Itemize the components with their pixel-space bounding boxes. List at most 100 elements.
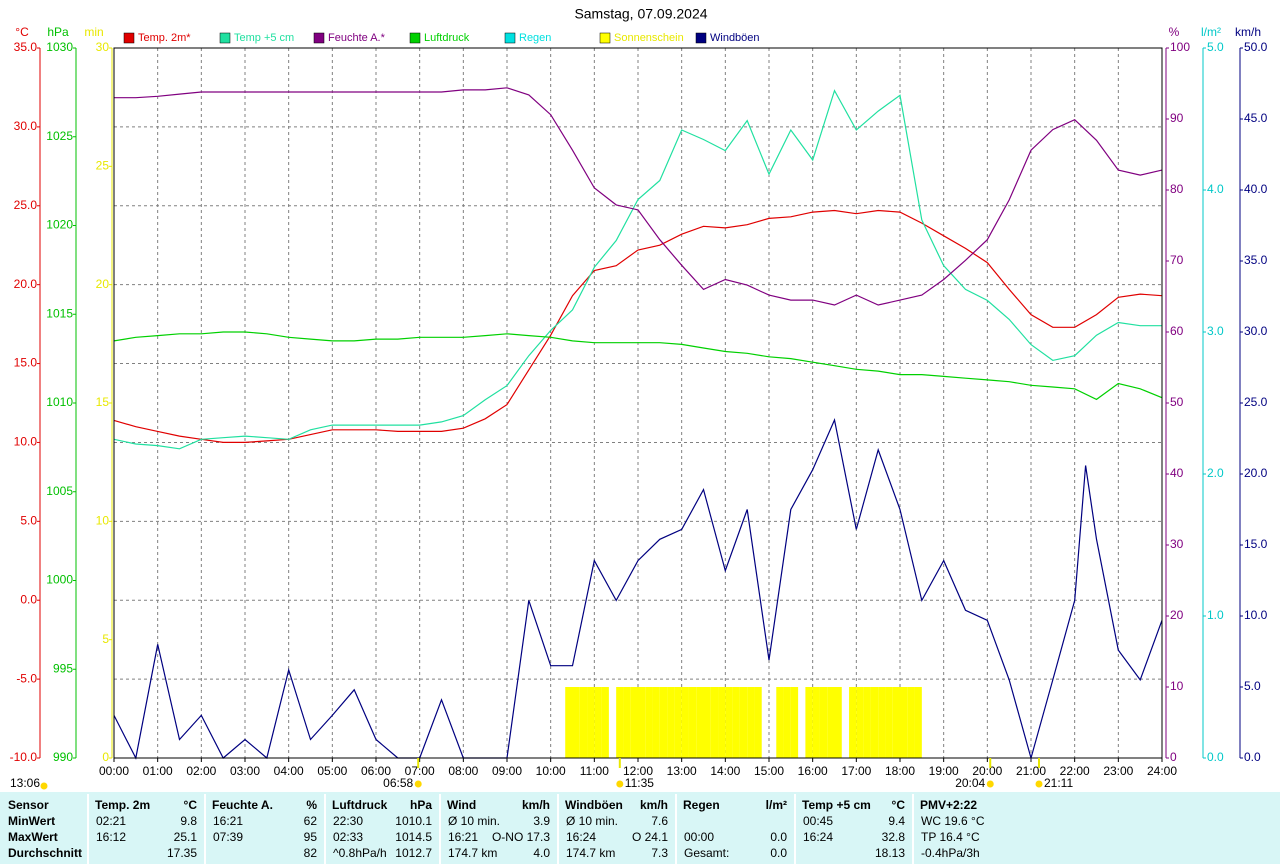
cell-value: 9.4 <box>888 814 905 828</box>
series-line <box>113 331 1163 401</box>
cell-value: 18.13 <box>875 846 905 860</box>
sunshine-bar <box>703 687 711 758</box>
y-tick-label: 20 <box>96 277 110 291</box>
y-tick-label: 25 <box>96 159 110 173</box>
column-unit: °C <box>892 798 906 812</box>
sunshine-bar <box>849 687 857 758</box>
y-tick-label: 20.0 <box>14 277 38 291</box>
marker-label: 11:35 <box>625 776 654 790</box>
y-tick-label: 0.0 <box>20 592 37 606</box>
cell-value: 3.9 <box>533 814 550 828</box>
y-tick-label: 5.0 <box>1207 40 1224 54</box>
column-title: Windböen <box>565 798 623 812</box>
y-tick-label: 1020 <box>46 218 73 232</box>
sunshine-bar <box>754 687 762 758</box>
x-tick-label: 04:00 <box>274 764 304 778</box>
legend-swatch <box>695 32 707 44</box>
y-tick-label: 40 <box>1170 466 1184 480</box>
cell-value: 95 <box>304 830 318 844</box>
column-title: Luftdruck <box>332 798 388 812</box>
marker-label: 21:11 <box>1044 776 1073 790</box>
cell-label: 16:21 <box>448 830 478 844</box>
sunshine-bar <box>790 687 799 758</box>
y-tick-label: 990 <box>53 750 73 764</box>
cell-label: 16:21 <box>213 814 243 828</box>
x-tick-label: 20:00 <box>972 764 1002 778</box>
y-tick-label: 1030 <box>46 40 73 54</box>
cell-label: 16:24 <box>566 830 596 844</box>
sunshine-bar <box>681 687 689 758</box>
x-tick-label: 18:00 <box>885 764 915 778</box>
marker-label: 20:04 <box>955 776 985 790</box>
y-tick-label: 10.0 <box>14 435 38 449</box>
row-label: MaxWert <box>8 830 58 844</box>
y-tick-label: 10 <box>1170 679 1184 693</box>
x-tick-label: 09:00 <box>492 764 522 778</box>
x-tick-label: 07:00 <box>405 764 435 778</box>
sunshine-bar <box>834 687 842 758</box>
cell-value: 7.6 <box>651 814 668 828</box>
cell-value: 7.3 <box>651 846 668 860</box>
marker-label: 06:58 <box>383 776 413 790</box>
y-tick-label: 70 <box>1170 253 1184 267</box>
marker-icon <box>986 780 994 788</box>
axis-unit: °C <box>15 25 29 39</box>
cell-label: WC 19.6 °C <box>921 814 985 828</box>
sunshine-bar <box>616 687 624 758</box>
series-line <box>113 418 1163 761</box>
sunshine-bar <box>667 687 675 758</box>
sunshine-bar <box>594 687 602 758</box>
y-tick-label: 1000 <box>46 573 73 587</box>
cell-value: 1012.7 <box>395 846 432 860</box>
cell-label: Ø 10 min. <box>448 814 500 828</box>
legend-label: Windböen <box>710 32 760 44</box>
y-tick-label: 0.0 <box>1244 750 1261 764</box>
row-label: MinWert <box>8 814 55 828</box>
y-tick-label: 25.0 <box>14 198 38 212</box>
cell-label: ^0.8hPa/h <box>333 846 387 860</box>
sunshine-bar <box>601 687 609 758</box>
cell-label: TP 16.4 °C <box>921 830 980 844</box>
sunshine-bar <box>579 687 588 758</box>
cell-value: O 24.1 <box>632 830 668 844</box>
sunshine-bar <box>652 687 660 758</box>
x-tick-label: 05:00 <box>317 764 347 778</box>
column-title: Temp +5 cm <box>802 798 871 812</box>
y-tick-label: 30.0 <box>14 119 38 133</box>
cell-value: 17.35 <box>167 846 197 860</box>
axis-unit: min <box>84 25 103 39</box>
sunshine-bar <box>776 687 784 758</box>
sunshine-bar <box>696 687 704 758</box>
sunshine-bar <box>885 687 893 758</box>
moon-icon <box>40 782 48 790</box>
x-tick-label: 21:00 <box>1016 764 1046 778</box>
y-tick-label: -5.0 <box>16 671 37 685</box>
y-tick-label: 15 <box>96 395 110 409</box>
y-tick-label: 1025 <box>46 129 73 143</box>
cell-value: 25.1 <box>174 830 198 844</box>
y-tick-label: 50.0 <box>1244 40 1268 54</box>
sunshine-bar <box>565 687 573 758</box>
cell-label: 174.7 km <box>566 846 615 860</box>
sunshine-bar <box>688 687 697 758</box>
stats-table: Sensor Temp. 2m °C Feuchte A.% Luftdruck hPa W… <box>8 794 985 864</box>
legend-swatch <box>504 32 516 44</box>
row-label: Durchschnitt <box>8 846 82 860</box>
y-tick-label: 3.0 <box>1207 324 1224 338</box>
y-tick-label: 1.0 <box>1207 608 1224 622</box>
column-title: Regen <box>683 798 720 812</box>
sunshine-bar <box>739 687 748 758</box>
x-tick-label: 13:00 <box>667 764 697 778</box>
legend-label: Temp. 2m* <box>138 32 191 44</box>
legend-label: Feuchte A.* <box>328 32 386 44</box>
column-unit: km/h <box>522 798 550 812</box>
axis-unit: km/h <box>1235 25 1261 39</box>
x-tick-label: 16:00 <box>798 764 828 778</box>
sunshine-bar <box>819 687 828 758</box>
cell-value: O-NO 17.3 <box>492 830 550 844</box>
y-tick-label: 35.0 <box>14 40 38 54</box>
x-tick-label: 14:00 <box>710 764 740 778</box>
legend-swatch <box>409 32 421 44</box>
sunshine-bar <box>725 687 733 758</box>
